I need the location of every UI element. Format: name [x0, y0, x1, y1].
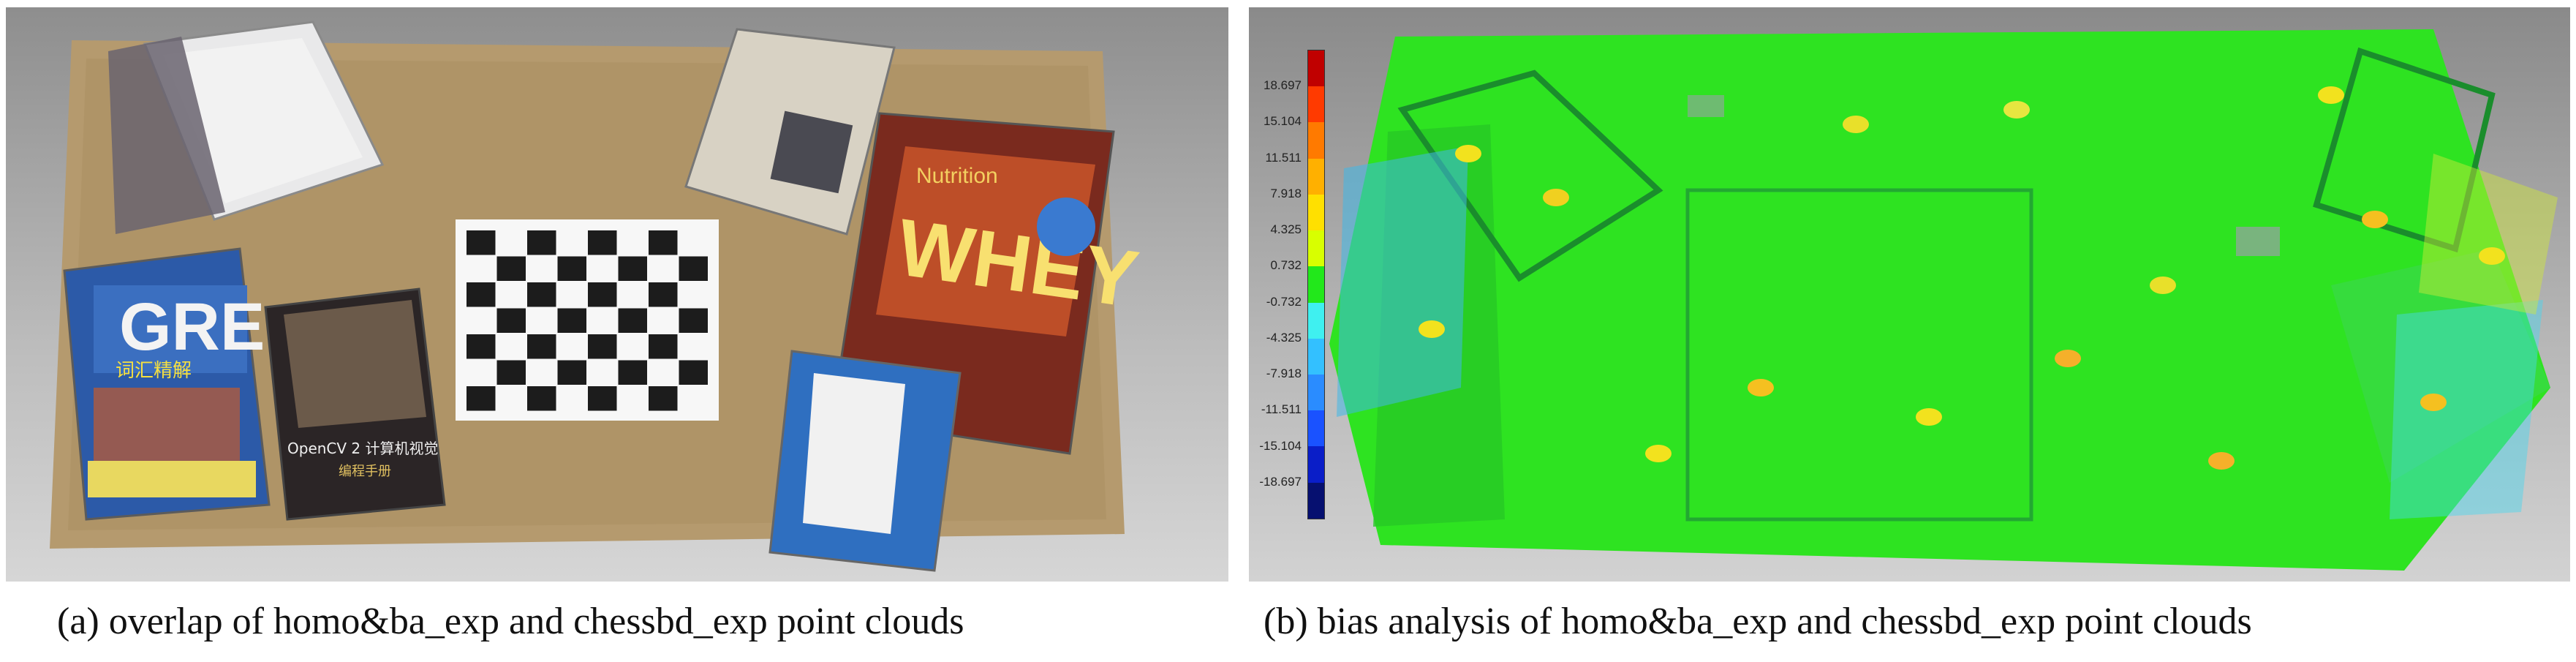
scale-label: -15.104 [1259, 438, 1302, 453]
chessboard-square [557, 308, 586, 333]
scale-segment [1308, 86, 1324, 123]
bias-blob [2318, 86, 2344, 104]
bias-blob [2420, 394, 2447, 411]
chessboard-square [467, 334, 496, 359]
gre-title: GRE [119, 290, 265, 364]
overlap-render: GRE 词汇精解 OpenCV 2 计算机视觉 编程手册 Nutrition W… [50, 20, 1144, 572]
scale-label: 4.325 [1270, 222, 1302, 237]
scale-segment [1308, 374, 1324, 411]
scale-label: 18.697 [1264, 78, 1302, 93]
bias-blob [1543, 189, 1569, 206]
chessboard-square [557, 256, 586, 281]
scale-segment [1308, 266, 1324, 303]
chessboard-square [496, 256, 526, 281]
point-cloud-overlap-image: GRE 词汇精解 OpenCV 2 计算机视觉 编程手册 Nutrition W… [6, 7, 1228, 582]
scale-segment [1308, 158, 1324, 195]
bias-blob [2150, 277, 2176, 294]
chessboard-square [527, 230, 556, 255]
chessboard-square [618, 360, 647, 385]
bias-render [1329, 29, 2558, 571]
chessboard-square [618, 308, 647, 333]
scale-label: 15.104 [1264, 114, 1302, 129]
scale-label: -0.732 [1266, 294, 1302, 309]
chessboard-square [588, 230, 617, 255]
scale-label: -7.918 [1266, 366, 1302, 381]
chessboard-square [588, 386, 617, 411]
scale-segment [1308, 410, 1324, 447]
chessboard-square [588, 282, 617, 307]
scale-segment [1308, 482, 1324, 519]
chessboard-square [679, 360, 708, 385]
gre-subtitle: 词汇精解 [116, 360, 192, 382]
chessboard-square [527, 282, 556, 307]
scale-label: -11.511 [1261, 402, 1302, 417]
scale-segment [1308, 338, 1324, 375]
scale-segment [1308, 122, 1324, 159]
caption-a: (a) overlap of homo&ba_exp and chessbd_e… [57, 601, 964, 642]
scale-label: 11.511 [1265, 150, 1302, 165]
chessboard-square [527, 386, 556, 411]
chessboard-square [649, 282, 678, 307]
bias-blob [1748, 379, 1774, 396]
scale-segment [1308, 302, 1324, 339]
chessboard-square [496, 308, 526, 333]
whey-top-text: Nutrition [916, 164, 998, 188]
chessboard-square [679, 308, 708, 333]
chessboard-square [649, 386, 678, 411]
chessboard-square [496, 360, 526, 385]
bias-blob [2055, 350, 2081, 367]
scale-segment [1308, 446, 1324, 483]
dark-book [108, 37, 225, 234]
chessboard-square [527, 334, 556, 359]
bias-blob [1419, 320, 1445, 338]
bias-blob [2208, 452, 2235, 470]
bias-blob [2003, 101, 2030, 119]
chessboard [456, 219, 719, 421]
bias-blob [2362, 211, 2388, 228]
caption-b: (b) bias analysis of homo&ba_exp and che… [1264, 601, 2252, 642]
chessboard-square [649, 334, 678, 359]
bias-blob [1455, 145, 1481, 162]
scale-segment [1308, 230, 1324, 267]
opencv-subtitle: 编程手册 [339, 464, 391, 479]
chessboard-square [649, 230, 678, 255]
opencv-title: OpenCV 2 计算机视觉 [287, 440, 439, 457]
scale-label: -18.697 [1259, 474, 1302, 489]
scale-label: 7.918 [1270, 186, 1302, 200]
chessboard-square [588, 334, 617, 359]
scale-label: -4.325 [1266, 330, 1302, 345]
bias-blob [2479, 247, 2505, 265]
chessboard-square [557, 360, 586, 385]
chessboard-square [679, 256, 708, 281]
bias-blob [1843, 116, 1869, 133]
scale-label: 0.732 [1270, 258, 1302, 273]
color-scale-bar [1307, 50, 1325, 519]
chessboard-square [467, 230, 496, 255]
scale-segment [1308, 194, 1324, 231]
bias-blob [1645, 445, 1672, 462]
chessboard-square [467, 386, 496, 411]
chessboard-square [618, 256, 647, 281]
chessboard-square [467, 282, 496, 307]
bias-analysis-image: 18.697 15.104 11.511 7.918 4.325 0.732 -0.732 -… [1249, 7, 2570, 582]
scale-segment [1308, 50, 1324, 87]
bias-blob [1916, 408, 1942, 426]
